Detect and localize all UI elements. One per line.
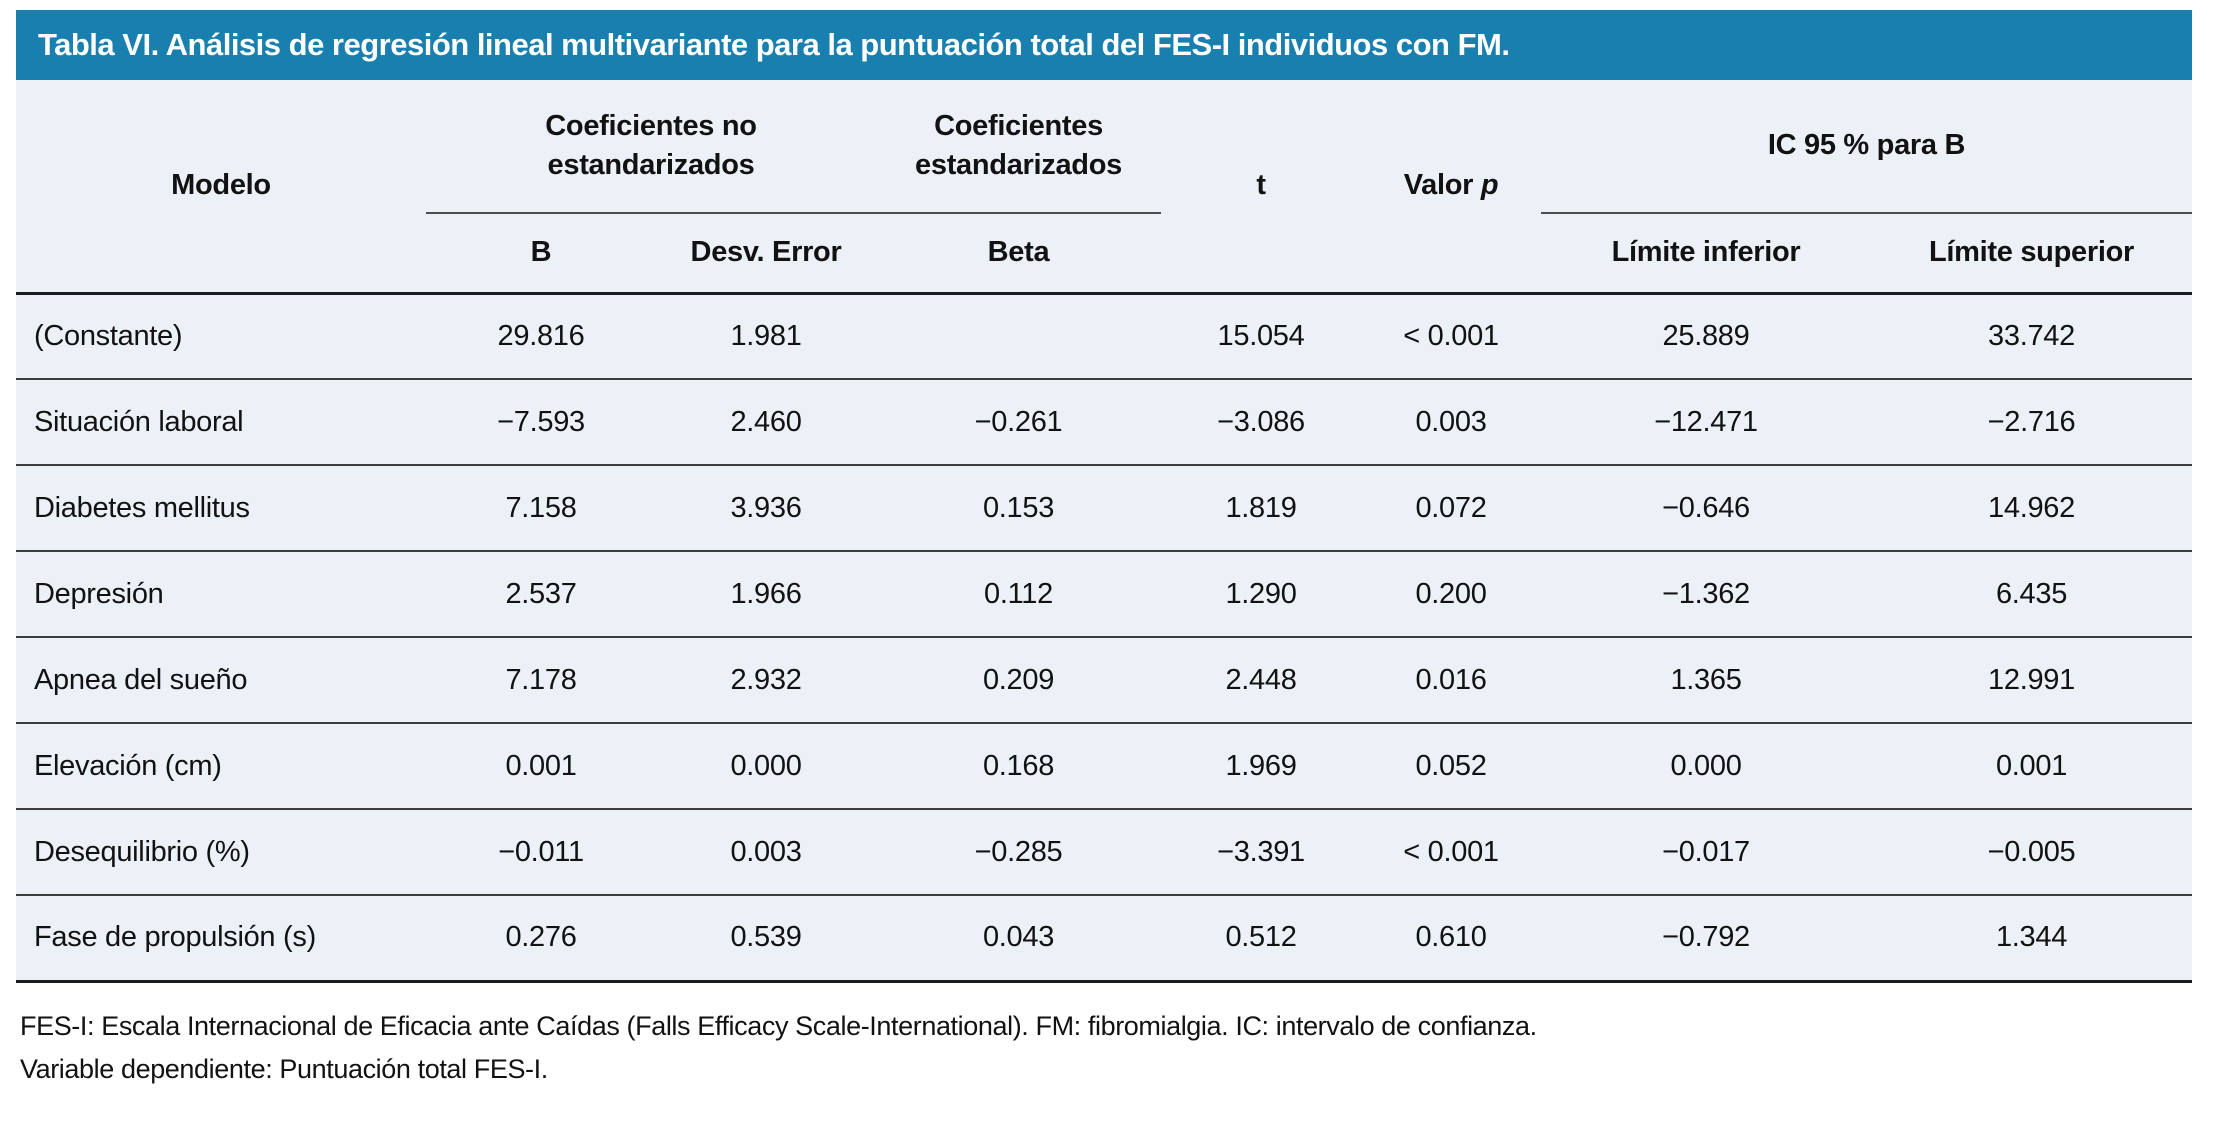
col-header-t: t [1161,80,1361,295]
table-row: Apnea del sueño 7.178 2.932 0.209 2.448 … [16,637,2192,724]
cell-limite-superior: 0.001 [1871,723,2192,810]
footnotes: FES-I: Escala Internacional de Eficacia … [16,983,2192,1092]
col-group-ic-95-para-b: IC 95 % para B [1541,80,2192,214]
table-figure: Tabla VI. Análisis de regresión lineal m… [16,10,2192,1092]
header-row-sub: B Desv. Error Beta Límite inferior Límit… [16,213,2192,295]
cell-desv-error: 2.932 [656,637,876,724]
cell-limite-superior: −0.005 [1871,809,2192,896]
cell-t: 0.512 [1161,895,1361,983]
cell-limite-superior: −2.716 [1871,379,2192,466]
cell-limite-inferior: −0.017 [1541,809,1871,896]
cell-valor-p: 0.003 [1361,379,1541,466]
cell-beta [876,293,1161,380]
footnote-abbreviations: FES-I: Escala Internacional de Eficacia … [20,1010,1537,1041]
cell-t: 2.448 [1161,637,1361,724]
col-header-beta: Beta [876,213,1161,295]
cell-t: −3.391 [1161,809,1361,896]
cell-t: 15.054 [1161,293,1361,380]
cell-b: −0.011 [426,809,656,896]
table-row: Diabetes mellitus 7.158 3.936 0.153 1.81… [16,465,2192,552]
header-row-spanners: Modelo Coeficientes no estandarizados Co… [16,80,2192,295]
cell-beta: −0.261 [876,379,1161,466]
cell-beta: 0.209 [876,637,1161,724]
col-header-valor-p: Valor p [1361,80,1541,295]
cell-desv-error: 2.460 [656,379,876,466]
row-label: Fase de propulsión (s) [16,895,426,983]
cell-valor-p: 0.200 [1361,551,1541,638]
cell-beta: 0.153 [876,465,1161,552]
row-label: Desequilibrio (%) [16,809,426,896]
cell-b: 0.001 [426,723,656,810]
cell-limite-inferior: −0.792 [1541,895,1871,983]
cell-limite-inferior: 1.365 [1541,637,1871,724]
cell-desv-error: 1.981 [656,293,876,380]
row-label: Situación laboral [16,379,426,466]
table-body: (Constante) 29.816 1.981 15.054 < 0.001 … [16,293,2192,983]
cell-valor-p: 0.072 [1361,465,1541,552]
col-header-b: B [426,213,656,295]
cell-t: 1.290 [1161,551,1361,638]
cell-desv-error: 0.539 [656,895,876,983]
cell-t: 1.969 [1161,723,1361,810]
row-label: (Constante) [16,293,426,380]
cell-valor-p: < 0.001 [1361,809,1541,896]
cell-limite-superior: 33.742 [1871,293,2192,380]
cell-beta: 0.112 [876,551,1161,638]
table-row: (Constante) 29.816 1.981 15.054 < 0.001 … [16,293,2192,380]
cell-beta: 0.043 [876,895,1161,983]
table-row: Situación laboral −7.593 2.460 −0.261 −3… [16,379,2192,466]
table-row: Fase de propulsión (s) 0.276 0.539 0.043… [16,895,2192,983]
valor-p-prefix: Valor [1403,169,1481,202]
table-row: Elevación (cm) 0.001 0.000 0.168 1.969 0… [16,723,2192,810]
row-label: Diabetes mellitus [16,465,426,552]
col-group-coeficientes-no-estandarizados: Coeficientes no estandarizados [426,80,876,214]
cell-b: 2.537 [426,551,656,638]
col-header-limite-inferior: Límite inferior [1541,213,1871,295]
row-label: Apnea del sueño [16,637,426,724]
cell-limite-inferior: −1.362 [1541,551,1871,638]
cell-limite-inferior: −12.471 [1541,379,1871,466]
cell-b: 7.178 [426,637,656,724]
cell-limite-inferior: 0.000 [1541,723,1871,810]
col-group-coeficientes-estandarizados: Coeficientes estandarizados [876,80,1161,214]
cell-desv-error: 3.936 [656,465,876,552]
cell-desv-error: 1.966 [656,551,876,638]
cell-desv-error: 0.000 [656,723,876,810]
cell-b: 29.816 [426,293,656,380]
cell-beta: −0.285 [876,809,1161,896]
col-header-desv-error: Desv. Error [656,213,876,295]
cell-limite-inferior: −0.646 [1541,465,1871,552]
table-row: Depresión 2.537 1.966 0.112 1.290 0.200 … [16,551,2192,638]
cell-beta: 0.168 [876,723,1161,810]
cell-desv-error: 0.003 [656,809,876,896]
cell-b: 7.158 [426,465,656,552]
table-title-bar: Tabla VI. Análisis de regresión lineal m… [16,10,2192,80]
row-label: Elevación (cm) [16,723,426,810]
cell-b: 0.276 [426,895,656,983]
table-row: Desequilibrio (%) −0.011 0.003 −0.285 −3… [16,809,2192,896]
cell-t: 1.819 [1161,465,1361,552]
cell-valor-p: 0.016 [1361,637,1541,724]
col-header-modelo: Modelo [16,80,426,295]
footnote-dependent-variable: Variable dependiente: Puntuación total F… [20,1054,548,1085]
cell-b: −7.593 [426,379,656,466]
table-title: Tabla VI. Análisis de regresión lineal m… [38,27,1510,62]
cell-limite-inferior: 25.889 [1541,293,1871,380]
cell-limite-superior: 6.435 [1871,551,2192,638]
cell-t: −3.086 [1161,379,1361,466]
col-header-limite-superior: Límite superior [1871,213,2192,295]
cell-limite-superior: 1.344 [1871,895,2192,983]
cell-valor-p: 0.052 [1361,723,1541,810]
cell-valor-p: 0.610 [1361,895,1541,983]
table-header: Modelo Coeficientes no estandarizados Co… [16,80,2192,295]
cell-valor-p: < 0.001 [1361,293,1541,380]
row-label: Depresión [16,551,426,638]
cell-limite-superior: 12.991 [1871,637,2192,724]
cell-limite-superior: 14.962 [1871,465,2192,552]
valor-p-symbol: p [1480,169,1499,202]
regression-table: Modelo Coeficientes no estandarizados Co… [16,80,2192,983]
